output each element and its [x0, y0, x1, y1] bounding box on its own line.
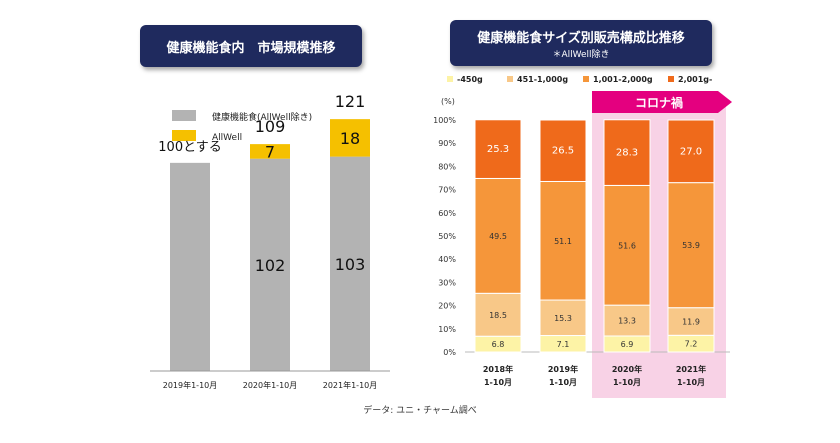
right-chart-title-text: 健康機能食サイズ別販売構成比推移 [477, 30, 685, 46]
size-value-label: 51.1 [554, 237, 572, 246]
size-value-label: 7.2 [685, 340, 698, 349]
market-bar-segment [170, 162, 210, 371]
size-value-label: 27.0 [680, 146, 702, 157]
size-value-label: 49.5 [489, 232, 507, 241]
market-x-tick-label: 2019年1-10月 [163, 380, 218, 390]
size-x-tick-year: 2021年 [676, 364, 706, 374]
right-chart-title: 健康機能食サイズ別販売構成比推移 ＊AllWell除き [450, 20, 712, 66]
market-bar-segment [330, 119, 370, 157]
size-value-label: 18.5 [489, 311, 507, 320]
y-tick-label: 30% [438, 278, 456, 287]
size-x-tick-period: 1-10月 [549, 378, 577, 387]
y-tick-label: 0% [443, 348, 456, 357]
y-tick-label: 50% [438, 232, 456, 241]
size-value-label: 6.9 [621, 340, 634, 349]
size-x-tick-year: 2019年 [548, 364, 578, 374]
size-legend-label-1: -450g [457, 75, 483, 84]
size-value-label: 53.9 [682, 241, 700, 250]
legend-swatch-1 [172, 110, 196, 121]
market-bar-segment [330, 156, 370, 371]
size-bar-segment [474, 292, 522, 337]
size-x-tick-year: 2020年 [612, 364, 642, 374]
size-bar-segment [667, 307, 715, 336]
legend-label-1: 健康機能食(AllWell除き) [212, 111, 312, 123]
covid-callout-arrow [592, 91, 732, 113]
market-total-label: 121 [335, 92, 366, 111]
legend-swatch-2 [172, 130, 196, 141]
size-value-label: 25.3 [487, 144, 509, 155]
left-chart-title: 健康機能食内 市場規模推移 [140, 25, 362, 67]
market-segment-label: 102 [255, 256, 286, 275]
size-legend-label-4: 2,001g- [678, 75, 712, 84]
y-tick-label: 90% [438, 139, 456, 148]
size-x-tick-period: 1-10月 [677, 378, 705, 387]
size-value-label: 51.6 [618, 241, 636, 250]
size-legend-swatch-3 [583, 76, 589, 82]
size-bar-segment [603, 119, 651, 186]
market-x-tick-label: 2021年1-10月 [323, 380, 378, 390]
market-bar-segment [250, 158, 290, 371]
data-source-note: データ: ユニ・チャーム調べ [363, 406, 477, 416]
size-legend-swatch-4 [668, 76, 674, 82]
right-chart-subtitle: ＊AllWell除き [552, 49, 610, 60]
size-bar-segment [603, 304, 651, 337]
size-value-label: 13.3 [618, 317, 636, 326]
size-legend-label-3: 1,001-2,000g [593, 75, 653, 84]
size-legend-label-2: 451-1,000g [517, 75, 568, 84]
size-x-tick-period: 1-10月 [484, 378, 512, 387]
y-tick-label: 60% [438, 209, 456, 218]
size-bar-segment [539, 119, 587, 182]
market-total-label: 109 [255, 117, 286, 136]
size-bar-segment [603, 184, 651, 306]
y-tick-label: 10% [438, 325, 456, 334]
market-segment-label: 100とする [158, 140, 221, 155]
y-tick-label: 70% [438, 186, 456, 195]
size-bar-segment [539, 299, 587, 337]
y-tick-label: 100% [433, 116, 456, 125]
size-legend-swatch-2 [507, 76, 513, 82]
size-x-tick-year: 2018年 [483, 364, 513, 374]
size-value-label: 7.1 [557, 340, 570, 349]
y-tick-label: 80% [438, 162, 456, 171]
size-value-label: 15.3 [554, 314, 572, 323]
market-segment-label: 7 [265, 142, 275, 161]
size-x-tick-period: 1-10月 [613, 378, 641, 387]
market-segment-label: 18 [340, 129, 360, 148]
market-x-tick-label: 2020年1-10月 [243, 380, 298, 390]
y-tick-label: 20% [438, 302, 456, 311]
size-value-label: 6.8 [492, 340, 505, 349]
size-bar-segment [474, 177, 522, 294]
covid-callout-label: コロナ禍 [635, 95, 683, 110]
legend-label-2: AllWell [212, 133, 242, 143]
left-chart-title-text: 健康機能食内 市場規模推移 [166, 40, 336, 56]
size-bar-segment [474, 119, 522, 179]
market-bar-segment [250, 144, 290, 159]
size-value-label: 11.9 [682, 317, 700, 326]
size-value-label: 28.3 [616, 148, 638, 159]
size-value-label: 26.5 [552, 146, 574, 157]
size-bar-segment [667, 119, 715, 184]
market-segment-label: 103 [335, 255, 366, 274]
y-tick-label: 40% [438, 255, 456, 264]
y-axis-unit-label: (%) [441, 97, 455, 106]
size-legend-swatch-1 [447, 76, 453, 82]
